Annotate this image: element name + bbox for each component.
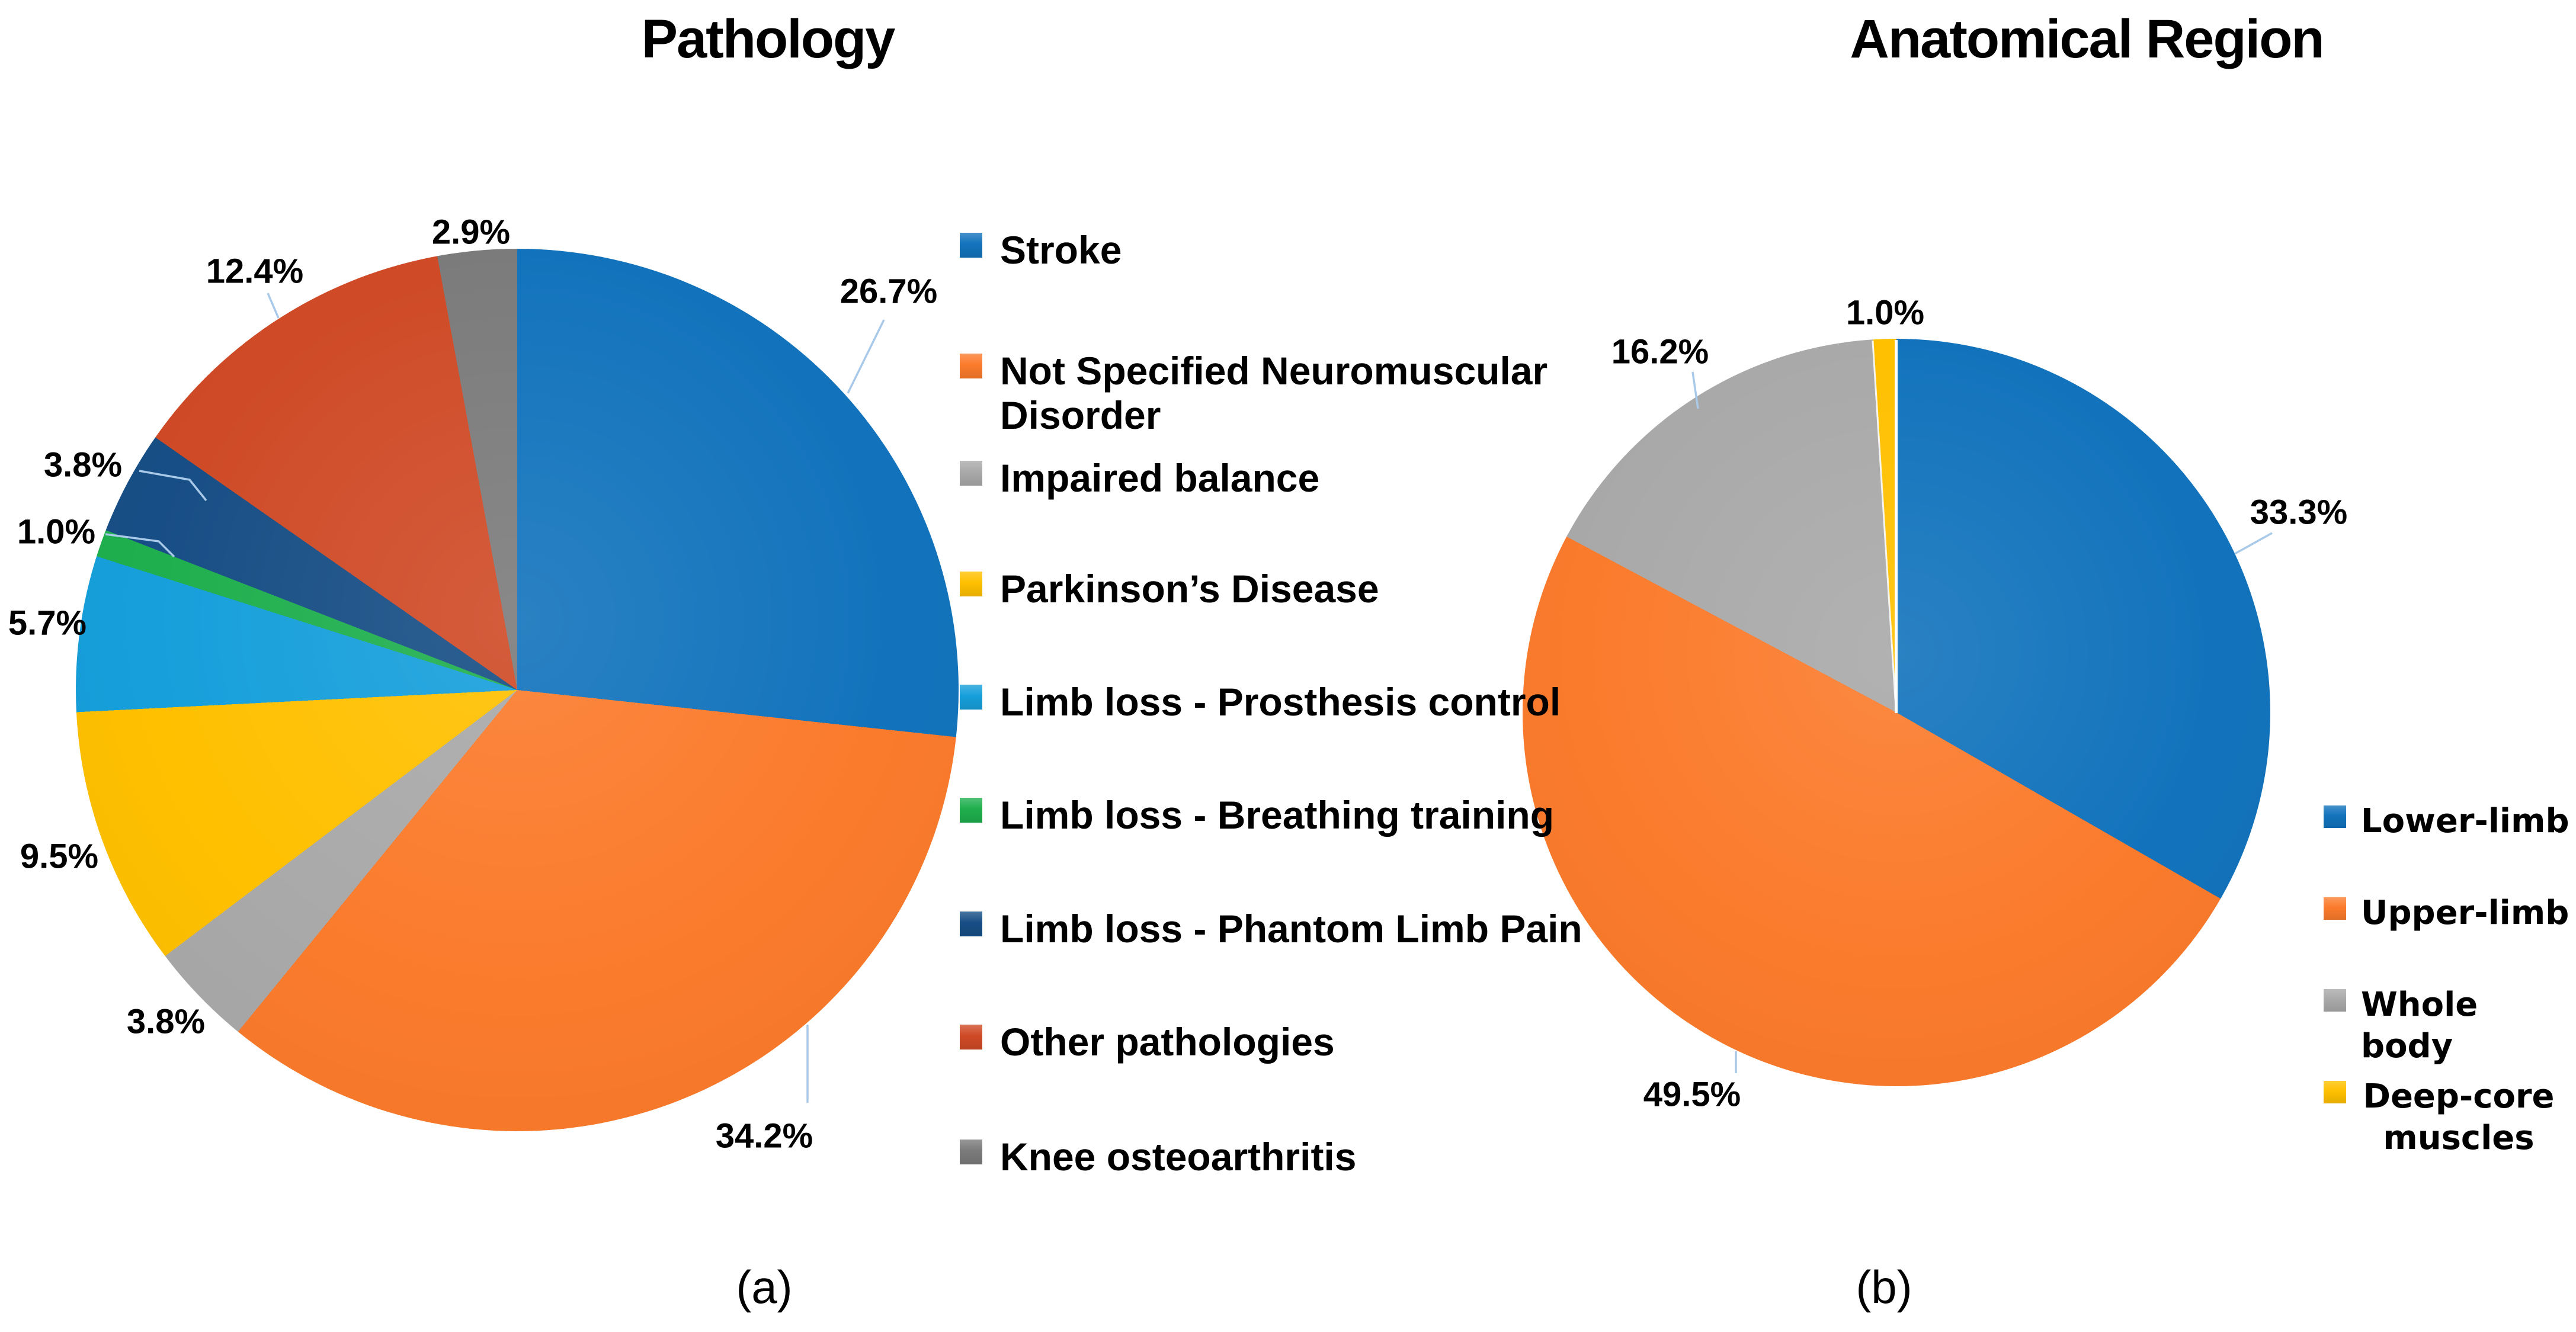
slice-separator (1895, 340, 1898, 713)
legend-label: Stroke (1000, 228, 1122, 272)
legend-item-stroke: Stroke (960, 228, 1671, 272)
legend-label: Lower-limb (2361, 802, 2569, 840)
legend-label: Limb loss - Breathing training (1000, 793, 1555, 837)
slice-label: 34.2% (715, 1116, 813, 1156)
legend-item-limb-loss-breathing-training: Limb loss - Breathing training (960, 793, 1671, 837)
legend-label: Limb loss - Prosthesis control (1000, 680, 1561, 724)
legend-label: Not Specified Neuromuscular Disorder (1000, 349, 1548, 437)
right-chart-title: Anatomical Region (1850, 9, 2324, 69)
slice-label: 5.7% (8, 604, 87, 643)
legend-swatch (2324, 897, 2346, 920)
slice-label: 1.0% (1846, 293, 1925, 332)
legend-label: Other pathologies (1000, 1020, 1335, 1064)
subfigure-caption-b: (b) (1856, 1261, 1912, 1313)
leader-line (2234, 532, 2273, 555)
slice-label: 3.8% (126, 1002, 206, 1041)
slice-label: 12.4% (206, 252, 304, 291)
legend-item-parkinsons-disease: Parkinson’s Disease (960, 567, 1671, 611)
legend-swatch (2324, 989, 2346, 1012)
legend-swatch (960, 1025, 982, 1049)
legend-label: Deep-core muscles (2363, 1077, 2555, 1157)
pathology-pie (76, 249, 959, 1131)
legend-label: Impaired balance (1000, 456, 1320, 500)
legend-item-whole-body: Whole body (2324, 984, 2572, 1067)
legend-item-knee-osteoarthritis: Knee osteoarthritis (960, 1135, 1671, 1179)
legend-label: Parkinson’s Disease (1000, 567, 1379, 611)
legend-label: Upper-limb (2361, 894, 2569, 932)
slice-label: 16.2% (1611, 332, 1709, 371)
legend-item-upper-limb: Upper-limb (2324, 893, 2572, 934)
legend-item-impaired-balance: Impaired balance (960, 456, 1671, 500)
legend-swatch (960, 233, 982, 258)
slice-label: 33.3% (2250, 493, 2348, 532)
legend-item-limb-loss-phantom-limb-pain: Limb loss - Phantom Limb Pain (960, 907, 1671, 951)
legend-swatch (960, 572, 982, 596)
legend-item-not-specified-neuromuscular-disorder: Not Specified Neuromuscular Disorder (960, 349, 1671, 438)
legend-item-other-pathologies: Other pathologies (960, 1020, 1671, 1064)
legend-swatch (2324, 1081, 2346, 1103)
left-chart-title: Pathology (641, 9, 896, 69)
legend-label: Knee osteoarthritis (1000, 1135, 1357, 1179)
legend-label: Whole body (2361, 986, 2478, 1065)
slice-label: 9.5% (20, 837, 99, 876)
legend-swatch (2324, 805, 2346, 828)
legend-swatch (960, 461, 982, 486)
legend-item-limb-loss-prosthesis-control: Limb loss - Prosthesis control (960, 680, 1671, 724)
legend-swatch (960, 685, 982, 710)
legend-swatch (960, 798, 982, 823)
legend-swatch (960, 1140, 982, 1164)
slice-label: 3.8% (43, 445, 123, 484)
slice-label: 26.7% (840, 272, 938, 311)
slice-label: 1.0% (17, 512, 96, 551)
leader-line (847, 319, 885, 394)
legend-swatch (960, 911, 982, 936)
legend-swatch (960, 354, 982, 378)
legend-item-deep-core-muscles: Deep-core muscles (2324, 1076, 2572, 1159)
subfigure-caption-a: (a) (736, 1261, 793, 1313)
slice-label: 49.5% (1643, 1075, 1741, 1114)
leader-line (267, 293, 280, 319)
legend-item-lower-limb: Lower-limb (2324, 801, 2572, 842)
slice-label: 2.9% (431, 213, 511, 252)
legend-label: Limb loss - Phantom Limb Pain (1000, 907, 1582, 951)
